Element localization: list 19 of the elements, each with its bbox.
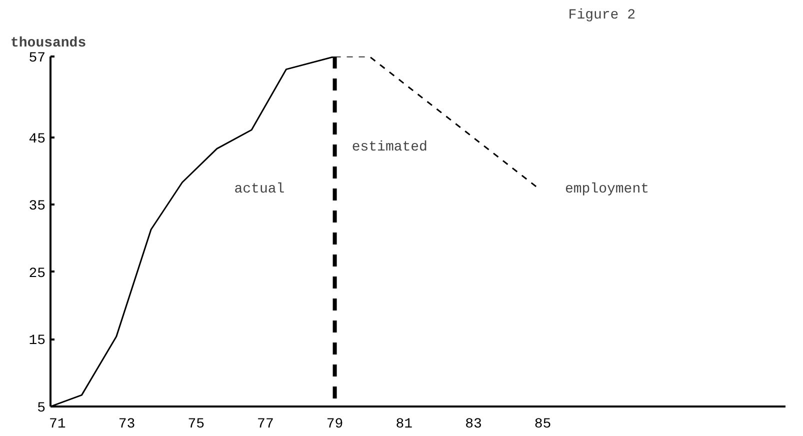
- x-tick-label: 77: [257, 416, 274, 432]
- x-tick-label: 73: [118, 416, 136, 432]
- x-tick-label: 71: [49, 416, 66, 432]
- x-tick-label: 85: [534, 416, 552, 432]
- chart-title: Figure 2: [568, 8, 636, 24]
- annotation: employment: [565, 182, 650, 198]
- y-tick-label: 57: [28, 50, 46, 66]
- x-tick-label: 83: [465, 416, 482, 432]
- y-axis-title: thousands: [10, 36, 86, 52]
- y-tick-label: 5: [37, 400, 46, 416]
- x-tick-label: 81: [396, 416, 413, 432]
- y-tick-label: 25: [28, 266, 46, 282]
- y-tick-label: 35: [28, 198, 46, 215]
- y-tick-label: 45: [28, 131, 46, 148]
- y-tick-label: 15: [28, 333, 46, 350]
- annotation: actual: [234, 182, 285, 198]
- annotation: estimated: [352, 140, 428, 156]
- x-tick-label: 75: [188, 416, 205, 432]
- x-tick-label: 79: [326, 416, 344, 432]
